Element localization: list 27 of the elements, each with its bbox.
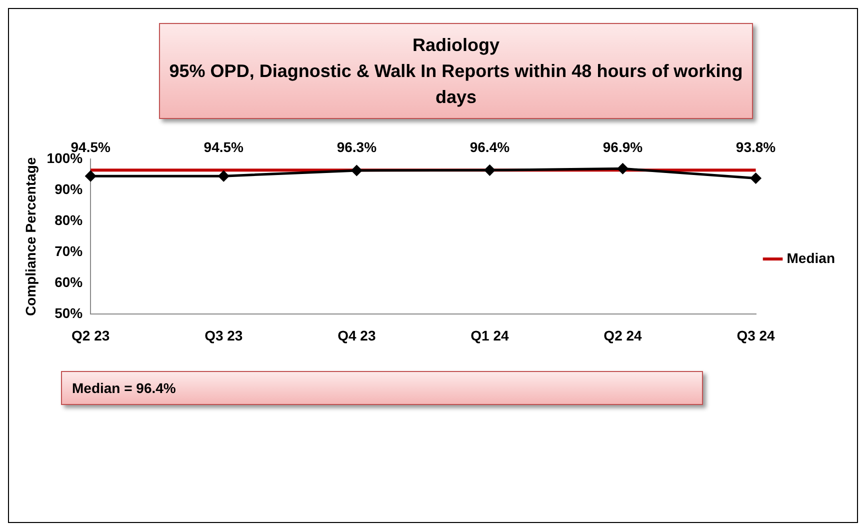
data-label: 96.4%	[470, 138, 510, 155]
point	[484, 164, 495, 176]
y-tick-label: 60%	[54, 274, 84, 290]
data-label: 96.3%	[336, 138, 378, 155]
y-tick-label: 50%	[54, 305, 84, 322]
y-tick-label: 90%	[54, 180, 84, 197]
x-tick-label: Q3 24	[736, 327, 776, 344]
point	[218, 170, 229, 182]
text: Median = 96.4%	[61, 371, 703, 405]
data-label: 93.8%	[736, 138, 776, 155]
chart-title: Radiology	[411, 34, 500, 57]
y-axis-title: Compliance Percentage	[22, 157, 38, 316]
legend-label: Median	[786, 250, 836, 266]
y-tick-label: 70%	[54, 242, 84, 259]
x-tick-label: Q1 24	[470, 327, 509, 344]
x-tick-label: Q4 23	[338, 327, 376, 344]
data-label: 96.9%	[602, 138, 644, 155]
y-tick-label: 80%	[54, 212, 84, 228]
point	[351, 165, 362, 176]
x-tick-label: Q3 23	[204, 327, 243, 344]
data-label: 94.5%	[204, 138, 244, 155]
x-tick-label: Q2 23	[72, 327, 110, 344]
x-tick-label: Q2 24	[604, 327, 642, 344]
point	[750, 172, 762, 184]
chart-subtitle: 95% OPD, Diagnostic & Walk In Reports within 48 hours of working days	[168, 60, 744, 109]
point	[617, 163, 628, 174]
point	[85, 170, 96, 182]
